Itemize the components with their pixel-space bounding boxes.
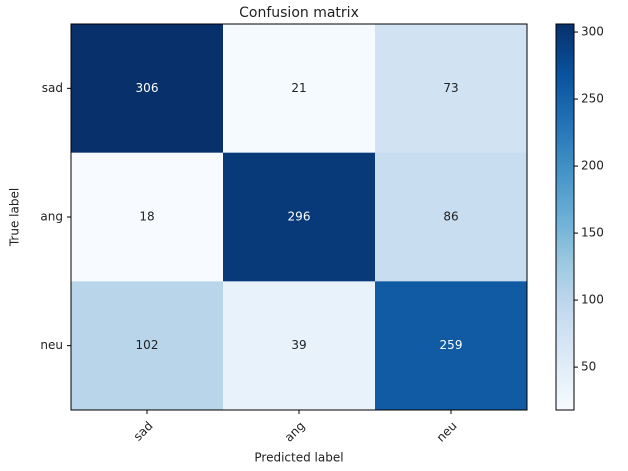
cell-value-label: 39	[291, 338, 306, 352]
chart-title: Confusion matrix	[239, 5, 359, 21]
colorbar-tick-label: 50	[581, 360, 596, 374]
cell-value-label: 259	[440, 338, 463, 352]
heatmap-cell	[71, 281, 224, 411]
cell-value-label: 18	[139, 210, 154, 224]
colorbar-tick-label: 150	[581, 226, 604, 240]
heatmap-cell	[375, 24, 528, 154]
colorbar-tick-label: 300	[581, 25, 604, 39]
heatmap-cell	[375, 281, 528, 411]
heatmap-cell	[71, 152, 224, 282]
y-tick-label: neu	[40, 338, 63, 352]
colorbar	[555, 23, 575, 411]
colorbar-tick-label: 250	[581, 92, 604, 106]
x-axis-label: Predicted label	[254, 451, 343, 465]
heatmap-cell	[223, 281, 376, 411]
cell-value-label: 306	[136, 81, 159, 95]
cell-value-label: 21	[291, 81, 306, 95]
y-tick-label: ang	[40, 210, 63, 224]
cell-value-label: 102	[136, 338, 159, 352]
x-tick-label: sad	[131, 419, 156, 444]
colorbar-tick-label: 200	[581, 159, 604, 173]
x-tick-label: ang	[282, 419, 308, 445]
cell-value-label: 73	[443, 81, 458, 95]
heatmap-cell	[223, 152, 376, 282]
colorbar-tick-label: 100	[581, 293, 604, 307]
y-tick-label: sad	[42, 81, 63, 95]
x-tick-label: neu	[434, 419, 460, 445]
cell-value-label: 296	[288, 210, 311, 224]
cell-value-label: 86	[443, 210, 458, 224]
heatmap-cell	[71, 24, 224, 154]
y-axis-label: True label	[8, 188, 22, 247]
heatmap-cell	[375, 152, 528, 282]
heatmap-cell	[223, 24, 376, 154]
